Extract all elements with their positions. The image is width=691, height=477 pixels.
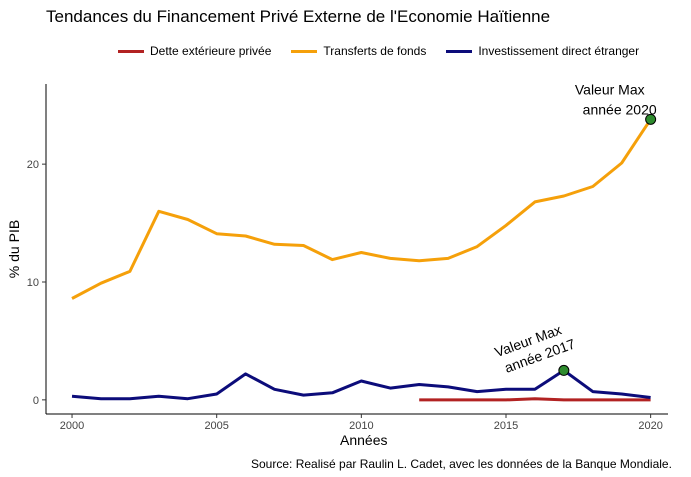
y-axis-label: % du PIB bbox=[6, 220, 22, 278]
x-tick-label: 2010 bbox=[349, 420, 373, 430]
x-tick-label: 2005 bbox=[204, 420, 228, 430]
legend-swatch-dette bbox=[118, 49, 144, 53]
x-tick-label: 2015 bbox=[494, 420, 518, 430]
y-tick-label: 0 bbox=[33, 395, 39, 407]
legend-label-ide: Investissement direct étranger bbox=[478, 44, 640, 58]
legend-label-transferts: Transferts de fonds bbox=[323, 44, 427, 58]
x-tick-label: 2020 bbox=[638, 420, 662, 430]
legend: Dette extérieure privée Transferts de fo… bbox=[118, 44, 659, 58]
annotation-line-2: année 2020 bbox=[583, 101, 657, 117]
chart-title: Tendances du Financement Privé Externe d… bbox=[46, 7, 551, 26]
max-annotation-label: Valeur Max année 2020 bbox=[575, 81, 657, 117]
max-point-marker bbox=[558, 364, 570, 376]
legend-item-transferts: Transferts de fonds bbox=[291, 44, 426, 58]
max-point-marker bbox=[645, 113, 657, 125]
source-note: Source: Realisé par Raulin L. Cadet, ave… bbox=[251, 457, 672, 471]
legend-swatch-ide bbox=[446, 49, 473, 53]
series-line-2 bbox=[71, 368, 651, 401]
series-line-1 bbox=[71, 118, 652, 300]
legend-item-ide: Investissement direct étranger bbox=[446, 44, 639, 58]
chart-plot: 0 10 20 2000 2005 2010 2015 2020 % du PIB Valeur … bbox=[6, 81, 668, 430]
legend-item-dette: Dette extérieure privée bbox=[118, 44, 271, 58]
x-tick-label: 2000 bbox=[60, 420, 84, 430]
y-tick-label: 20 bbox=[27, 159, 39, 171]
y-tick-label: 10 bbox=[27, 277, 39, 289]
annotation-line-1: Valeur Max bbox=[575, 81, 645, 97]
x-axis-label: Années bbox=[340, 432, 388, 448]
legend-label-dette: Dette extérieure privée bbox=[150, 44, 272, 58]
series-line-0 bbox=[419, 397, 651, 402]
legend-swatch-transferts bbox=[291, 49, 318, 53]
